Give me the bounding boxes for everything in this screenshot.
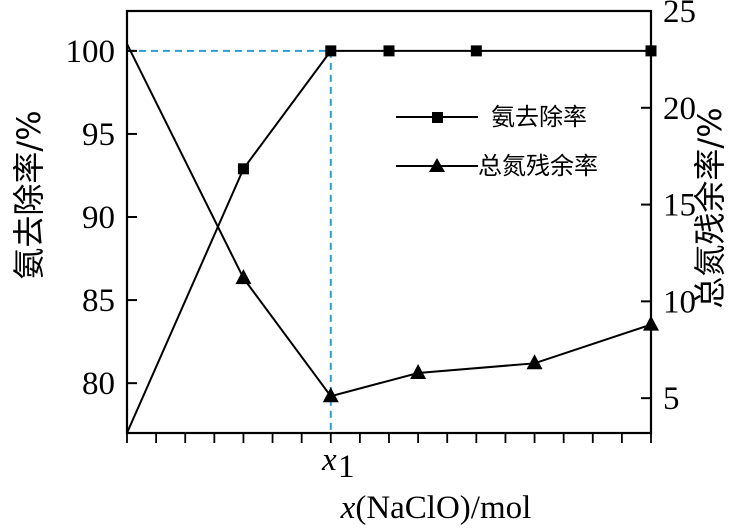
x-axis-variable: x: [340, 490, 356, 526]
triangle-marker: [235, 269, 252, 285]
left-axis-title: 氨去除率/%: [10, 110, 48, 279]
left-tick-label: 100: [66, 34, 116, 70]
series-line-1: [126, 43, 652, 398]
left-axis: 80 85 90 95 100: [66, 34, 137, 402]
right-tick-label: 15: [663, 188, 696, 224]
legend-label-ammonia: 氨去除率: [491, 103, 587, 131]
reference-lines: [127, 49, 332, 433]
x-marker-subscript: 1: [338, 449, 355, 485]
left-tick-label: 90: [82, 200, 115, 236]
series-layer: [126, 43, 659, 434]
series-line-0: [126, 49, 651, 434]
square-marker: [470, 45, 482, 57]
legend: 氨去除率 总氮残余率: [396, 103, 598, 180]
x-marker-label: x: [321, 442, 337, 478]
left-tick-label: 95: [82, 117, 115, 153]
square-marker: [237, 163, 249, 175]
right-tick-label: 20: [663, 91, 696, 127]
x-axis-title: x(NaClO)/mol: [340, 490, 532, 526]
plot-frame: [125, 9, 653, 435]
left-tick-label: 85: [82, 283, 115, 319]
right-tick-label: 10: [663, 284, 696, 320]
square-marker: [325, 45, 337, 57]
x-axis-unit: (NaClO)/mol: [355, 490, 531, 526]
right-axis-title: 总氮残余率/%: [691, 107, 729, 308]
triangle-marker: [526, 354, 543, 370]
legend-label-nitrogen: 总氮残余率: [478, 152, 598, 180]
left-tick-label: 80: [82, 366, 115, 402]
right-tick-label: 5: [663, 381, 680, 417]
triangle-marker: [322, 387, 339, 403]
legend-item-nitrogen: 总氮残余率: [396, 152, 598, 180]
right-tick-label: 25: [663, 0, 696, 30]
legend-item-ammonia: 氨去除率: [396, 103, 587, 131]
legend-triangle-icon: [429, 158, 445, 172]
triangle-marker: [410, 363, 427, 379]
right-axis: 5 10 15 20 25: [641, 0, 696, 417]
legend-square-icon: [432, 112, 443, 123]
square-marker: [383, 45, 395, 57]
bottom-axis: [126, 433, 652, 443]
